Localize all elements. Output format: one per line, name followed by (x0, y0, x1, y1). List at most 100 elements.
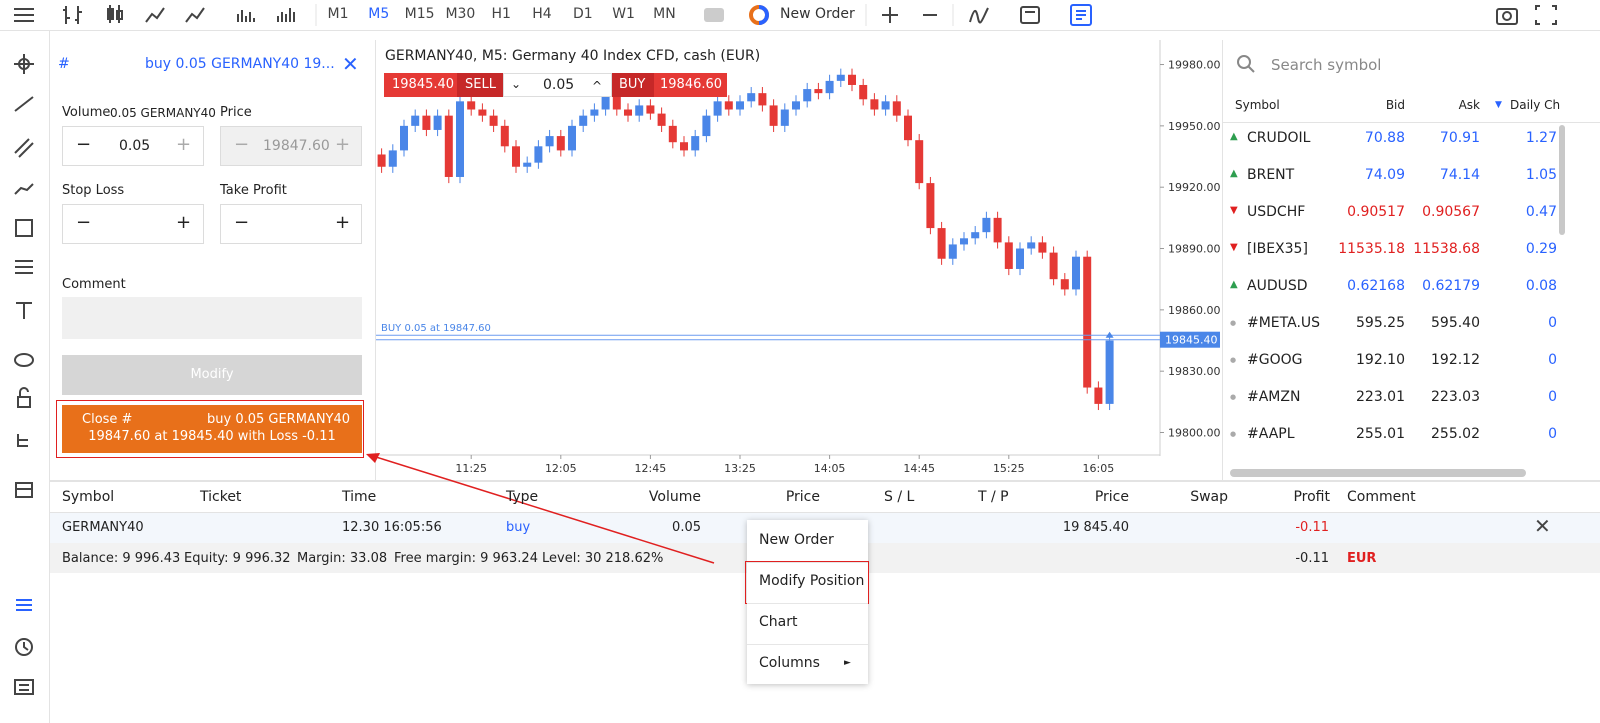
candle-body (489, 115, 498, 126)
timeframe-button[interactable]: M30 (445, 6, 476, 22)
search-icon (1237, 55, 1255, 73)
bid-label: 19845.40 (1165, 334, 1218, 347)
sell-price-box[interactable] (384, 73, 457, 97)
scrollbar[interactable] (1230, 469, 1526, 477)
y-tick-label: 19830.00 (1168, 365, 1221, 378)
trend-icon: ▲ (1230, 279, 1238, 290)
column-header: Type (506, 489, 539, 505)
lot-input[interactable] (503, 73, 612, 97)
column-header: Time (342, 489, 377, 505)
price-plus: + (335, 134, 351, 155)
candle-body (926, 183, 935, 229)
buy-price-box[interactable] (654, 73, 727, 97)
column-header: Symbol (62, 489, 115, 505)
watch-symbol[interactable]: #AAPL (1247, 426, 1295, 442)
candle-body (859, 84, 868, 100)
menu-item[interactable]: New Order (759, 532, 834, 548)
take-profit-input[interactable] (220, 204, 362, 244)
watch-symbol[interactable]: BRENT (1247, 167, 1295, 183)
x-tick-label: 12:45 (635, 462, 667, 475)
volume-input[interactable] (62, 126, 204, 166)
menu-item[interactable]: Columns (759, 655, 820, 671)
take-profit-plus[interactable]: + (335, 212, 351, 233)
submenu-arrow: ► (844, 658, 851, 668)
volume-label: Volume (62, 105, 111, 120)
y-tick-label: 19980.00 (1168, 59, 1221, 72)
trend-icon: ● (1230, 319, 1237, 327)
stop-loss-plus[interactable]: + (176, 212, 192, 233)
search-input[interactable]: Search symbol (1271, 56, 1382, 74)
modify-button[interactable]: Modify (62, 355, 362, 395)
summary-item: Equity: 9 996.32 (184, 551, 291, 566)
stop-loss-input[interactable] (62, 204, 204, 244)
position-time: 12.30 16:05:56 (342, 520, 442, 535)
timeframe-button[interactable]: M1 (327, 6, 349, 22)
y-tick-label: 19950.00 (1168, 120, 1221, 133)
watch-bid: 192.10 (1356, 352, 1405, 368)
lot-value: 0.05 (543, 77, 575, 93)
volume-minus[interactable]: − (76, 134, 92, 155)
lot-dropdown[interactable]: ⌄ (511, 77, 522, 91)
stop-loss-minus[interactable]: − (76, 212, 92, 233)
column-header: S / L (884, 489, 915, 505)
comment-input[interactable] (62, 297, 362, 339)
candle-body (612, 95, 621, 110)
x-tick-label: 16:05 (1083, 462, 1115, 475)
scrollbar[interactable] (1559, 125, 1565, 235)
candle-body (881, 101, 890, 110)
timeframe-button[interactable]: M5 (368, 6, 390, 22)
trend-icon: ▼ (1230, 205, 1238, 216)
watch-change: 0 (1548, 389, 1557, 405)
timeframe-button[interactable]: M15 (404, 6, 435, 22)
candle-body (736, 101, 744, 110)
timeframe-button[interactable]: H1 (491, 6, 511, 22)
new-order-button[interactable]: New Order (780, 6, 855, 22)
watch-change: 0.47 (1525, 204, 1557, 220)
watch-symbol[interactable]: #GOOG (1247, 352, 1303, 368)
menu-item[interactable]: Modify Position (759, 573, 865, 589)
timeframe-button[interactable]: H4 (532, 6, 552, 22)
position-label: BUY 0.05 at 19847.60 (381, 323, 491, 334)
candle-body (377, 154, 386, 167)
watch-ask: 11538.68 (1413, 241, 1480, 257)
close-detail: 19847.60 at 19845.40 with Loss -0.11 (88, 429, 336, 444)
candle-body (937, 228, 946, 259)
close-label: Close # (82, 412, 133, 427)
volume-plus[interactable]: + (176, 134, 192, 155)
menu-item[interactable]: Chart (759, 614, 798, 630)
watch-symbol[interactable]: AUDUSD (1247, 278, 1308, 294)
close-position-button[interactable] (62, 405, 362, 453)
timeframe-button[interactable]: D1 (572, 6, 593, 22)
candle-body (624, 109, 632, 116)
sell-button[interactable] (457, 73, 503, 97)
lot-up[interactable]: ^ (592, 79, 603, 93)
candle-body (456, 101, 464, 177)
buy-button[interactable] (612, 73, 654, 97)
candle-body (702, 115, 711, 137)
timeframe-button[interactable]: W1 (612, 6, 635, 22)
take-profit-label: Take Profit (220, 183, 287, 198)
candle-body (948, 244, 957, 259)
watch-symbol[interactable]: CRUDOIL (1247, 130, 1311, 146)
column-header: Profit (1293, 489, 1330, 505)
watch-symbol[interactable]: [IBEX35] (1247, 241, 1308, 257)
take-profit-minus[interactable]: − (234, 212, 250, 233)
candle-body (960, 238, 968, 245)
summary-item: Margin: 33.08 (297, 551, 388, 566)
column-header: Price (1094, 489, 1129, 505)
candle-body (635, 105, 644, 116)
close-position-x[interactable]: ✕ (1534, 514, 1551, 538)
watch-symbol[interactable]: USDCHF (1247, 204, 1306, 220)
candle-body (971, 232, 980, 239)
timeframe-button[interactable]: MN (653, 6, 676, 22)
stop-loss-label: Stop Loss (62, 183, 125, 198)
order-title: buy 0.05 GERMANY40 19... (145, 56, 335, 72)
candle-body (769, 105, 778, 126)
watch-change: 1.05 (1525, 167, 1557, 183)
trend-icon: ▲ (1230, 168, 1238, 179)
y-tick-label: 19800.00 (1168, 427, 1221, 440)
watch-change: 1.27 (1525, 130, 1557, 146)
watch-symbol[interactable]: #META.US (1247, 315, 1321, 331)
close-panel-button[interactable]: ✕ (342, 52, 359, 76)
watch-symbol[interactable]: #AMZN (1247, 389, 1301, 405)
